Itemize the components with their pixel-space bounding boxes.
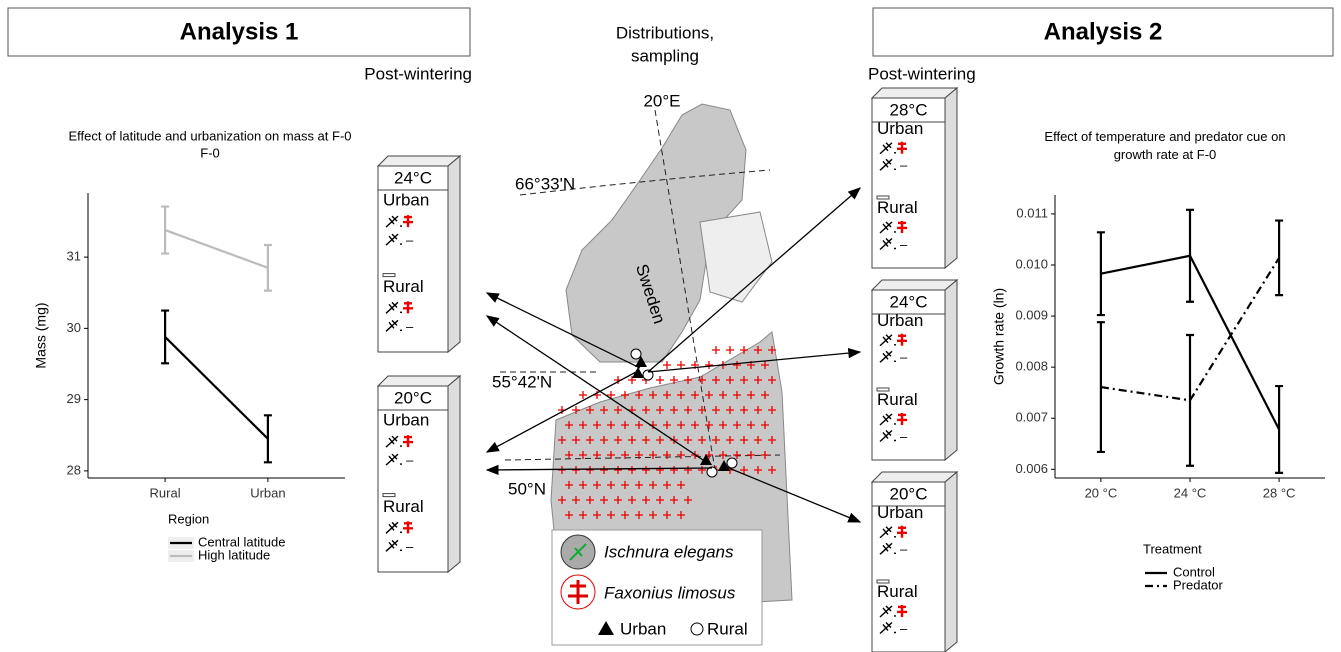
x-tick-label: Urban bbox=[250, 485, 285, 500]
group-label: Rural bbox=[383, 497, 424, 516]
incubator-top bbox=[872, 280, 957, 290]
header: sampling bbox=[631, 46, 699, 65]
incubator-temp: 24°C bbox=[394, 168, 432, 187]
indicator bbox=[383, 274, 395, 277]
incubator-temp: 24°C bbox=[890, 292, 928, 311]
series-line bbox=[165, 230, 268, 268]
legend-label: Ischnura elegans bbox=[604, 542, 734, 561]
crayfish-range bbox=[663, 361, 671, 369]
incubator-top bbox=[378, 376, 460, 386]
crayfish-range bbox=[579, 391, 587, 399]
error-bar bbox=[161, 311, 169, 364]
error-bar bbox=[1275, 221, 1283, 296]
group-label: Urban bbox=[383, 191, 429, 210]
incubator-side bbox=[945, 280, 957, 460]
phase-label: Post-wintering bbox=[868, 64, 976, 83]
chart-title: Effect of latitude and urbanization on m… bbox=[68, 128, 351, 143]
y-tick-label: 0.009 bbox=[1015, 308, 1048, 323]
indicator bbox=[877, 196, 889, 199]
incubator-top bbox=[378, 156, 460, 166]
phase-label: Post-wintering bbox=[364, 64, 472, 83]
crayfish-range bbox=[726, 346, 734, 354]
y-tick-label: 30 bbox=[67, 320, 81, 335]
group-label: Urban bbox=[877, 503, 923, 522]
error-bar bbox=[264, 415, 272, 462]
incubator-side bbox=[945, 88, 957, 268]
map-label: 20°E bbox=[643, 91, 680, 110]
header: Distributions, bbox=[616, 23, 714, 42]
no-predator: – bbox=[900, 542, 908, 557]
incubator-top bbox=[872, 88, 957, 98]
chart-title: Effect of temperature and predator cue o… bbox=[1044, 129, 1285, 162]
indicator bbox=[383, 494, 395, 497]
map-label: 55°42'N bbox=[492, 372, 552, 391]
series-line bbox=[165, 337, 268, 439]
group-label: Rural bbox=[383, 277, 424, 296]
y-tick-label: 29 bbox=[67, 391, 81, 406]
crayfish-range bbox=[656, 376, 664, 384]
map-label: 66°33'N bbox=[515, 174, 575, 193]
incubator-side bbox=[448, 156, 460, 352]
group-label: Rural bbox=[877, 582, 918, 601]
map-label: 50°N bbox=[508, 479, 546, 498]
y-axis-label: Growth rate (ln) bbox=[991, 288, 1007, 385]
incubator-temp: 20°C bbox=[394, 388, 432, 407]
error-bar bbox=[1275, 386, 1283, 473]
no-predator: – bbox=[406, 319, 414, 334]
incubator-temp: 20°C bbox=[890, 484, 928, 503]
legend-label: Predator bbox=[1173, 577, 1224, 592]
x-tick-label: 28 °C bbox=[1263, 485, 1296, 500]
figure: Analysis 1 Analysis 2 Distributions, sam… bbox=[0, 0, 1341, 652]
crayfish-range bbox=[705, 361, 713, 369]
y-tick-label: 28 bbox=[67, 462, 81, 477]
y-tick-label: 0.011 bbox=[1016, 205, 1048, 220]
indicator bbox=[877, 580, 889, 583]
y-tick-label: 0.006 bbox=[1015, 461, 1048, 476]
legend-title: Region bbox=[168, 511, 209, 526]
legend-title: Treatment bbox=[1143, 541, 1202, 556]
y-axis-label: Mass (mg) bbox=[33, 302, 49, 368]
group-label: Urban bbox=[383, 411, 429, 430]
no-predator: – bbox=[406, 453, 414, 468]
rural-site bbox=[631, 349, 641, 359]
legend-label: Faxonius limosus bbox=[604, 583, 736, 602]
y-tick-label: 0.010 bbox=[1015, 256, 1048, 271]
group-label: Urban bbox=[877, 311, 923, 330]
header: Analysis 1 bbox=[180, 18, 299, 45]
legend-label: Urban bbox=[620, 619, 666, 638]
legend-label: Rural bbox=[707, 619, 748, 638]
y-tick-label: 0.007 bbox=[1015, 410, 1048, 425]
chart-subtitle: F-0 bbox=[200, 145, 220, 160]
page: Analysis 1 Analysis 2 Distributions, sam… bbox=[0, 0, 1341, 652]
no-predator: – bbox=[900, 350, 908, 365]
rural-site bbox=[727, 458, 737, 468]
crayfish-range bbox=[677, 361, 685, 369]
header: Analysis 2 bbox=[1044, 18, 1163, 45]
group-label: Urban bbox=[877, 119, 923, 138]
x-tick-label: 20 °C bbox=[1085, 485, 1118, 500]
y-tick-label: 0.008 bbox=[1015, 359, 1048, 374]
no-predator: – bbox=[406, 539, 414, 554]
land bbox=[700, 212, 772, 302]
crayfish-range bbox=[712, 346, 720, 354]
no-predator: – bbox=[900, 621, 908, 636]
no-predator: – bbox=[900, 237, 908, 252]
x-tick-label: 24 °C bbox=[1174, 485, 1207, 500]
legend-label: High latitude bbox=[198, 547, 270, 562]
no-predator: – bbox=[900, 158, 908, 173]
rural-symbol bbox=[691, 623, 703, 635]
incubator-top bbox=[872, 472, 957, 482]
incubator-temp: 28°C bbox=[890, 100, 928, 119]
error-bar bbox=[1186, 335, 1194, 466]
no-predator: – bbox=[406, 233, 414, 248]
incubator-side bbox=[945, 472, 957, 652]
incubator-side bbox=[448, 376, 460, 572]
group-label: Rural bbox=[877, 198, 918, 217]
y-tick-label: 31 bbox=[67, 249, 81, 264]
x-tick-label: Rural bbox=[150, 485, 181, 500]
group-label: Rural bbox=[877, 390, 918, 409]
no-predator: – bbox=[900, 429, 908, 444]
indicator bbox=[877, 388, 889, 391]
